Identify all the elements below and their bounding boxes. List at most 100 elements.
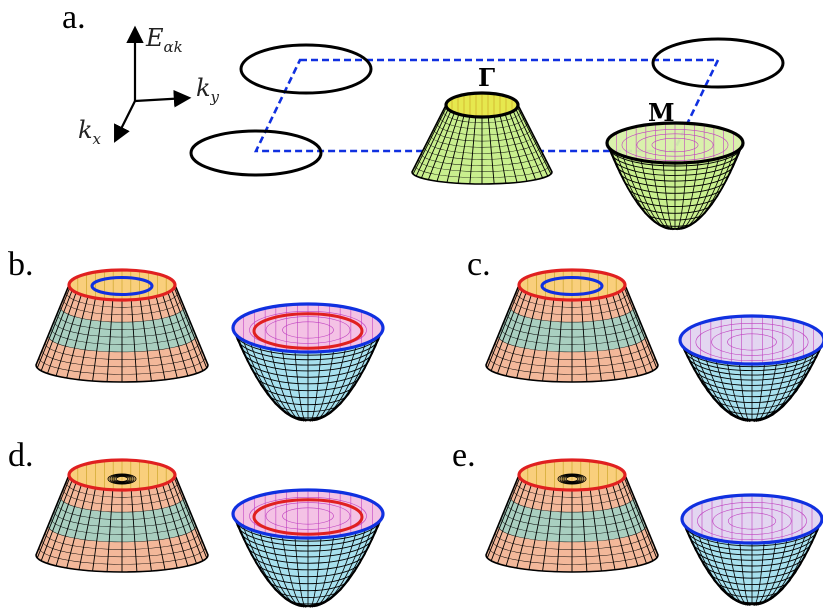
cap-center-mesh	[109, 474, 135, 484]
band-meridian	[40, 289, 73, 371]
band-meridian	[36, 477, 71, 559]
band-meridian	[173, 477, 208, 559]
band-strip	[57, 496, 187, 520]
band-strip	[507, 496, 637, 520]
band-meridian	[556, 489, 564, 572]
band-meridian	[605, 486, 628, 569]
band-strip	[51, 511, 193, 535]
band-meridian	[155, 296, 178, 379]
bowl-meridian	[307, 536, 335, 608]
bowl-meridian	[674, 158, 720, 230]
band-meridian	[499, 115, 518, 183]
band-meridian	[162, 484, 189, 567]
axis-triad	[114, 25, 192, 143]
band-meridian	[139, 299, 152, 382]
band-meridian	[505, 484, 532, 567]
band-top-rim	[67, 268, 177, 302]
band-strip	[54, 504, 190, 528]
band-meridian	[617, 482, 647, 564]
band-top-rim	[517, 268, 627, 302]
bowl-meridian	[640, 160, 676, 230]
bowl-meridian	[662, 162, 676, 231]
bowl-top-rim	[231, 302, 385, 354]
panel-e: e.	[452, 437, 823, 607]
bowl-meridian	[739, 542, 753, 607]
bowl-meridian	[751, 360, 789, 422]
bowl-meridian	[630, 158, 676, 230]
bowl-meridian	[751, 539, 788, 606]
bowl-meridian	[307, 348, 346, 422]
cap-center-mesh	[113, 475, 131, 483]
band-meridian	[623, 287, 658, 369]
cap-center-mesh	[559, 474, 585, 484]
band-meridian	[36, 287, 71, 369]
band-meridian	[612, 294, 639, 377]
band-meridian	[167, 292, 197, 374]
band-meridian	[516, 486, 539, 569]
band-meridian	[78, 297, 96, 380]
band-meridian	[505, 294, 532, 377]
band-meridian	[556, 299, 564, 382]
bowl-meridian	[270, 534, 309, 608]
band-strip	[424, 141, 540, 160]
panel-label-e: e.	[452, 437, 476, 474]
fermi-pocket-bottom-left	[189, 129, 323, 177]
band-strip	[51, 321, 193, 345]
bowl-meridian	[307, 534, 346, 608]
m-band-c	[678, 314, 823, 423]
band-meridian	[446, 115, 465, 183]
band-meridian	[497, 482, 527, 564]
opening-ring	[712, 507, 792, 535]
band-strip	[60, 489, 184, 513]
panel-d: d.	[8, 437, 385, 608]
band-meridian	[436, 114, 460, 182]
panel-label-d: d.	[8, 437, 34, 474]
bowl-meridian	[751, 363, 765, 423]
band-meridian	[589, 489, 602, 572]
kx-axis-arrow	[114, 100, 136, 143]
bowl-meridian	[307, 532, 357, 607]
band-meridian	[155, 486, 178, 569]
bowl-meridian	[307, 350, 335, 422]
band-meridian	[415, 108, 449, 177]
cap-center-mesh	[557, 473, 587, 485]
ky-axis-label: ky	[196, 74, 220, 106]
band-strip	[510, 489, 634, 513]
band-strip	[36, 357, 208, 382]
gamma-band-d	[35, 458, 209, 573]
band-strip	[498, 518, 646, 543]
fermi-pocket-top-left	[239, 43, 373, 95]
band-meridian	[40, 479, 73, 561]
band-meridian	[469, 116, 477, 184]
cap-center-mesh	[115, 475, 129, 483]
ky-axis-arrow	[134, 89, 192, 108]
band-meridian	[412, 106, 447, 175]
band-top-rim	[517, 458, 627, 492]
band-meridian	[515, 108, 549, 177]
band-meridian	[490, 289, 523, 371]
band-meridian	[612, 484, 639, 567]
band-strip	[507, 306, 637, 330]
band-strip	[495, 525, 649, 550]
band-strip	[436, 117, 528, 136]
band-meridian	[66, 296, 89, 379]
bowl-meridian	[716, 539, 753, 606]
bowl-top-rim	[605, 121, 745, 165]
bowl-meridian	[242, 339, 309, 421]
inner-electron-rim	[252, 498, 364, 536]
opening-ring	[265, 502, 351, 530]
band-strip	[501, 321, 643, 345]
band-meridian	[106, 299, 114, 382]
band-strip	[504, 504, 640, 528]
band-meridian	[106, 489, 114, 572]
band-strip	[516, 475, 628, 498]
bowl-meridian	[307, 537, 322, 608]
opening-ring	[727, 512, 777, 530]
band-meridian	[457, 116, 471, 184]
band-meridian	[528, 297, 546, 380]
gamma-hole-band	[411, 91, 553, 185]
bowl-meridian	[751, 541, 777, 606]
bowl-meridian	[715, 360, 753, 422]
panel-a: a. Eαk ky kx Γ M	[62, 0, 785, 231]
